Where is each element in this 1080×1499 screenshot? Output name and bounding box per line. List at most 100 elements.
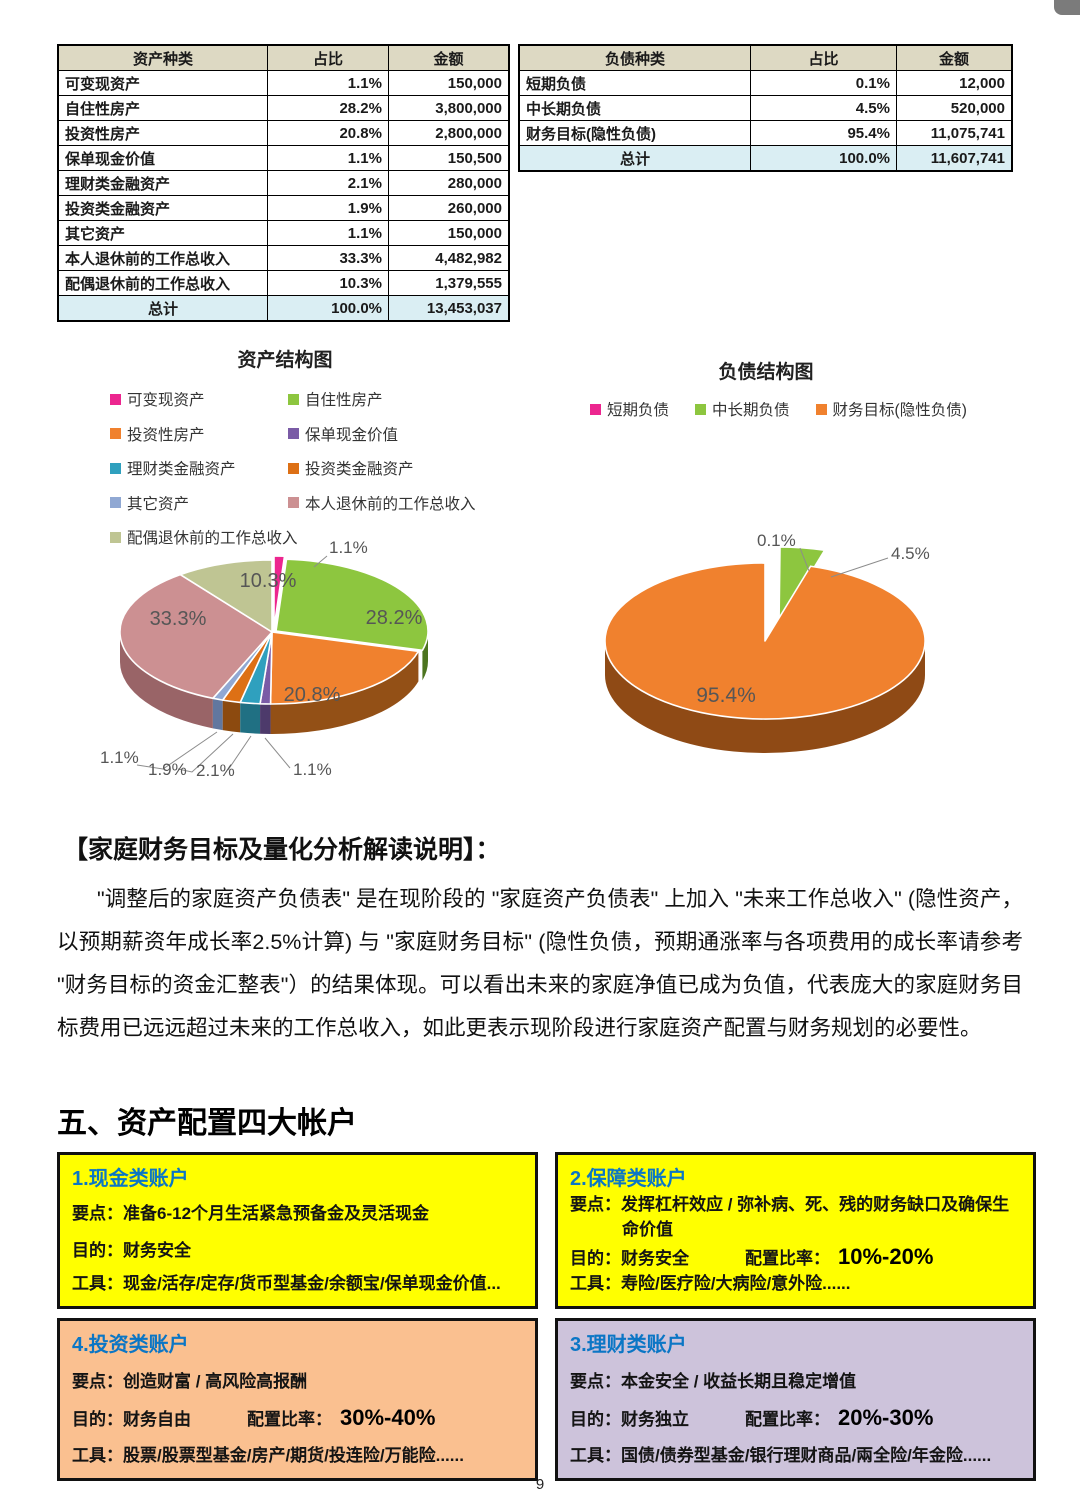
ratio-value: 20%-30%	[838, 1405, 934, 1431]
table-row: 短期负债 0.1% 12,000	[518, 70, 1013, 96]
cell: 1,379,555	[388, 270, 510, 296]
table-row: 财务目标(隐性负债) 95.4% 11,075,741	[518, 120, 1013, 146]
legend-item: 中长期负债	[695, 398, 790, 420]
account-title: 3.理财类账户	[570, 1334, 687, 1356]
table-row: 中长期负债 4.5% 520,000	[518, 95, 1013, 121]
account-purpose: 目的：财务安全	[72, 1241, 191, 1260]
pie-slice	[273, 555, 286, 629]
pie-label: 0.1%	[757, 531, 796, 550]
table-row: 投资性房产 20.8% 2,800,000	[57, 120, 510, 146]
table-row: 配偶退休前的工作总收入 10.3% 1,379,555	[57, 270, 510, 296]
account-purpose-line: 目的：财务自由 配置比率： 30%-40%	[72, 1405, 523, 1431]
table-row: 投资类金融资产 1.9% 260,000	[57, 195, 510, 221]
total-row: 总计 100.0% 11,607,741	[518, 145, 1013, 172]
legend-swatch-icon	[288, 462, 299, 474]
account-box-wealth: 3.理财类账户 要点：本金安全 / 收益长期且稳定增值 目的：财务独立 配置比率：…	[555, 1318, 1036, 1481]
account-title: 4.投资类账户	[72, 1334, 189, 1356]
cell: 总计	[57, 295, 268, 322]
cell: 95.4%	[750, 120, 897, 146]
pie-slice-side	[120, 632, 213, 729]
header-row: 负债种类 占比 金额	[518, 44, 1013, 71]
ratio-value: 10%-20%	[838, 1243, 934, 1269]
legend-swatch-icon	[815, 403, 827, 415]
legend-swatch-icon	[288, 428, 299, 439]
pie-label: 1.1%	[329, 538, 368, 557]
pie-slice-side	[605, 641, 925, 753]
cell: 1.1%	[267, 145, 389, 171]
legend-item: 本人退休前的工作总收入	[288, 492, 476, 514]
cell: 中长期负债	[518, 95, 751, 121]
cell: 150,000	[388, 220, 510, 246]
account-tools: 工具：现金/活存/定存/货币型基金/余额宝/保单现金价值...	[72, 1274, 501, 1293]
cell: 保单现金价值	[57, 145, 268, 171]
assets-legend: 可变现资产 自住性房产 投资性房产 保单现金价值 理财类金融资产 投资类金融资产 其它资产 本…	[110, 388, 476, 548]
data-table: 资产种类 占比 金额 可变现资产 1.1% 150,000 自住性房产 28.2% 3,800,…	[57, 44, 510, 322]
legend-item: 投资性房产	[110, 423, 288, 445]
pie-slice	[275, 558, 429, 652]
account-keypoint: 要点：准备6-12个月生活紧急预备金及灵活现金	[72, 1204, 430, 1223]
legend-label: 短期负债	[607, 402, 670, 419]
account-title: 1.现金类账户	[72, 1168, 189, 1190]
pie-leader-line	[177, 733, 234, 773]
cell: 12,000	[896, 70, 1013, 96]
cell: 其它资产	[57, 220, 268, 246]
account-purpose: 目的：财务自由	[72, 1410, 191, 1430]
column-header: 资产种类	[57, 44, 268, 71]
explanation-heading: 【家庭财务目标及量化分析解读说明】：	[63, 836, 501, 864]
column-header: 金额	[388, 44, 510, 71]
liabilities-legend: 短期负债 中长期负债 财务目标(隐性负债)	[590, 398, 967, 420]
pie-label: 28.2%	[366, 607, 423, 629]
account-purpose-line: 目的：财务安全	[72, 1236, 523, 1261]
account-tools: 工具：国债/债券型基金/银行理财商品/兩全险/年金险......	[570, 1445, 992, 1465]
cell: 理财类金融资产	[57, 170, 268, 196]
cell: 100.0%	[750, 145, 897, 172]
legend-swatch-icon	[110, 497, 121, 508]
pie-slice	[269, 631, 420, 705]
pie-leader-line	[136, 731, 218, 770]
assets-table: 资产种类 占比 金额 可变现资产 1.1% 150,000 自住性房产 28.2% 3,800,…	[57, 44, 510, 322]
cell: 0.1%	[750, 70, 897, 96]
pie-label: 10.3%	[240, 570, 297, 592]
table-row: 本人退休前的工作总收入 33.3% 4,482,982	[57, 245, 510, 271]
pie-slice-side	[222, 700, 241, 733]
cell: 自住性房产	[57, 95, 268, 121]
account-keypoint: 要点：发挥杠杆效应 / 弥补病、死、残的财务缺口及确保生命价值	[570, 1195, 1010, 1240]
section-heading: 五、资产配置四大帐户	[57, 1107, 357, 1140]
liabilities-table: 负债种类 占比 金额 短期负债 0.1% 12,000 中长期负债 4.5% 520,000 财务…	[518, 44, 1013, 172]
pie-label: 20.8%	[284, 684, 341, 706]
table-row: 保单现金价值 1.1% 150,500	[57, 145, 510, 171]
cell: 280,000	[388, 170, 510, 196]
legend-item: 保单现金价值	[288, 423, 476, 445]
pie-slice	[774, 542, 777, 622]
account-box-cash: 1.现金类账户 要点：准备6-12个月生活紧急预备金及灵活现金 目的：财务安全 …	[57, 1152, 538, 1309]
header-row: 资产种类 占比 金额	[57, 44, 510, 71]
liabilities-chart-title: 负债结构图	[718, 362, 814, 383]
pie-slice	[119, 573, 273, 700]
cell: 520,000	[896, 95, 1013, 121]
ratio-label: 配置比率：	[745, 1248, 830, 1268]
pie-leader-line	[830, 557, 889, 578]
account-purpose-line: 目的：财务安全 配置比率： 10%-20%	[570, 1244, 1021, 1270]
pie-label: 1.9%	[148, 760, 187, 779]
account-box-investment: 4.投资类账户 要点：创造财富 / 高风险高报酬 目的：财务自由 配置比率： 30%…	[57, 1318, 538, 1481]
legend-label: 其它资产	[127, 495, 190, 513]
account-tools: 工具：股票/股票型基金/房产/期货/投连险/万能险......	[72, 1445, 464, 1465]
cell: 本人退休前的工作总收入	[57, 245, 268, 271]
column-header: 负债种类	[518, 44, 751, 71]
ratio-label: 配置比率：	[745, 1410, 830, 1430]
ratio-value: 30%-40%	[340, 1405, 436, 1431]
cell: 28.2%	[267, 95, 389, 121]
pie-label: 33.3%	[150, 608, 207, 630]
legend-swatch-icon	[590, 403, 601, 415]
data-table: 负债种类 占比 金额 短期负债 0.1% 12,000 中长期负债 4.5% 520,000 财务…	[518, 44, 1013, 172]
account-purpose: 目的：财务安全	[570, 1248, 689, 1268]
cell: 短期负债	[518, 70, 751, 96]
cell: 20.8%	[267, 120, 389, 146]
cell: 100.0%	[267, 295, 389, 322]
account-keypoint: 要点：本金安全 / 收益长期且稳定增值	[570, 1371, 857, 1391]
table-row: 自住性房产 28.2% 3,800,000	[57, 95, 510, 121]
pie-slice-side	[260, 703, 271, 734]
cell: 4,482,982	[388, 245, 510, 271]
legend-item: 理财类金融资产	[110, 457, 288, 479]
legend-swatch-icon	[110, 531, 121, 543]
